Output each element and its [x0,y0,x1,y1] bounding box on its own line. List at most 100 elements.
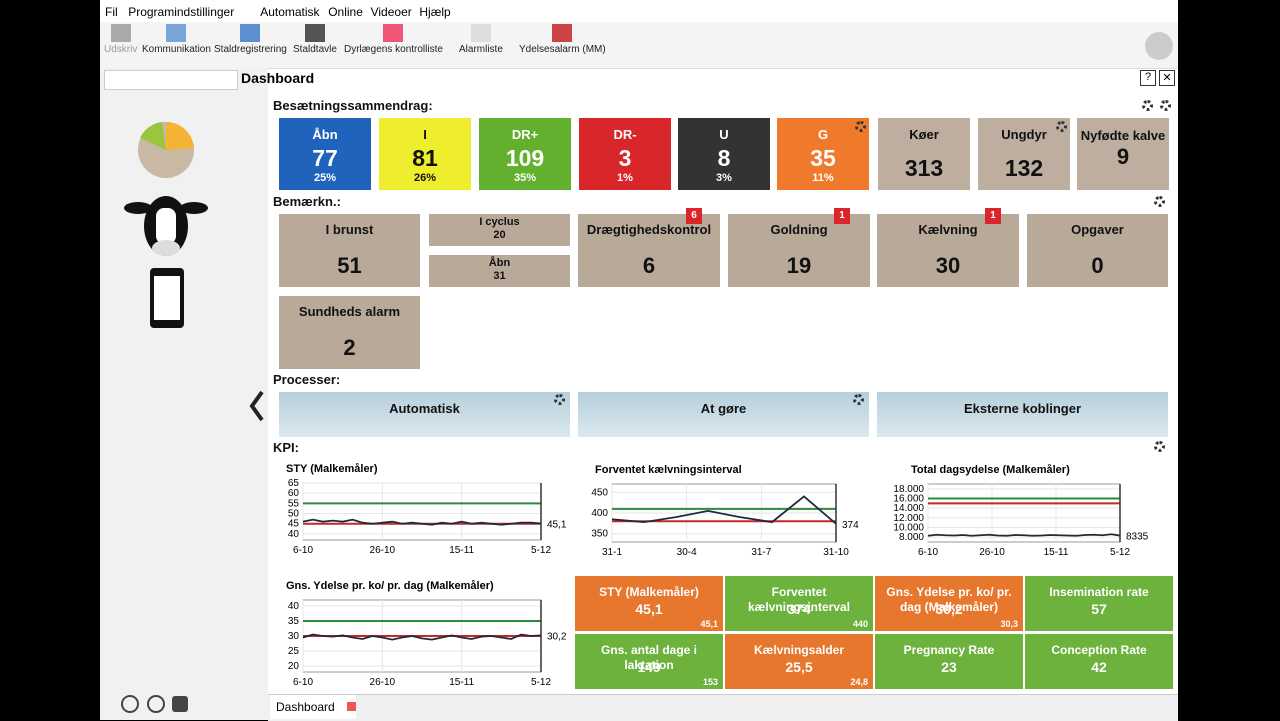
summary-tile[interactable]: Nyfødte kalve 9 [1077,118,1169,190]
tile-value: 8 [717,145,731,171]
plot-area [927,483,1121,543]
mail-icon[interactable] [1145,32,1173,60]
kpi-target: 153 [702,677,718,687]
sidebar [100,68,268,720]
menu-item[interactable]: Programindstillinger [128,5,235,19]
tile-percent: 35% [513,172,537,184]
summary-tile[interactable]: DR+ 109 35% [479,118,571,190]
kpi-tile[interactable]: STY (Malkemåler) 45,1 45,1 [575,576,723,631]
remark-tile[interactable]: Åbn 31 [429,255,570,287]
summary-tile[interactable]: DR- 3 1% [579,118,671,190]
kpi-tile[interactable]: Insemination rate 57 [1025,576,1173,631]
remark-tile[interactable]: Kælvning 30 1 [877,208,1019,287]
y-tick-label: 55 [288,498,300,509]
kpi-tile[interactable]: Gns. Ydelse pr. ko/ pr. dag (Malkemåler)… [875,576,1023,631]
x-tick-label: 31-10 [823,547,849,558]
x-tick-label: 30-4 [677,547,697,558]
summary-tile[interactable]: I 81 26% [379,118,471,190]
summary-tile[interactable]: Åbn 77 25% [279,118,371,190]
tile-value: 35 [810,145,836,171]
x-tick-label: 26-10 [370,545,396,556]
remark-tile[interactable]: I cyclus 20 [429,214,570,246]
settings-button[interactable] [1160,100,1171,111]
toolbar: Udskriv Kommunikation Staldregistrering Sta… [100,22,1178,69]
collapse-arrow[interactable] [248,388,268,424]
tile-label: DR+ [511,127,539,142]
tile-value: 20 [493,229,506,241]
menu-item[interactable]: Fil [105,5,118,19]
kpi-tile[interactable]: Forventet kælvningsinterval 374 440 [725,576,873,631]
summary-tile[interactable]: Ungdyr 132 [978,118,1070,190]
tile-label: Åbn [312,127,338,142]
process-tile[interactable]: Eksterne koblinger [877,392,1168,437]
x-tick-label: 15-11 [1044,547,1069,558]
toolbar-button[interactable]: Alarmliste [459,24,503,55]
tile-value: 81 [412,145,438,171]
close-button[interactable]: ✕ [1159,70,1175,86]
remark-tile[interactable]: Sundheds alarm 2 [279,296,420,369]
toolbar-button[interactable]: Dyrlægens kontrolliste [344,24,443,55]
toolbar-label: Staldtavle [293,44,337,55]
y-tick-label: 350 [591,529,608,540]
y-tick-label: 30 [288,631,300,642]
remark-tile[interactable]: Drægtighedskontrol 6 6 [578,208,720,287]
settings-button[interactable] [1056,121,1067,132]
section-title: Besætningssammendrag: [273,98,433,113]
kpi-tile[interactable]: Conception Rate 42 [1025,634,1173,689]
y-tick-label: 20 [288,661,300,672]
tile-label: U [719,127,729,142]
chart-title: Forventet kælvningsinterval [595,464,742,476]
tab-close[interactable] [346,702,356,711]
kpi-tile[interactable]: Kælvningsalder 25,5 24,8 [725,634,873,689]
process-tile[interactable]: Automatisk [279,392,570,437]
dashboard: STY (Malkemåler) 40 45 50 55 60 65 6-10 26-10 15-… [268,92,1178,692]
summary-tile[interactable]: G 35 11% [777,118,869,190]
kpi-tile[interactable]: Gns. antal dage i laktation 149 153 [575,634,723,689]
search-box[interactable] [104,70,238,90]
toolbar-button[interactable]: Udskriv [104,24,137,55]
help-button[interactable]: ? [1140,70,1156,86]
toolbar-button[interactable]: Ydelsesalarm (MM) [519,24,606,55]
y-tick-label: 60 [288,488,300,499]
series-line [302,518,542,526]
tile-label: Køer [909,127,939,142]
summary-tile[interactable]: Køer 313 [878,118,970,190]
toolbar-button[interactable]: Staldtavle [293,24,337,55]
settings-button[interactable] [1142,100,1153,111]
menu-item[interactable]: Videoer [370,5,412,19]
tile-value: 313 [904,155,944,181]
tile-value: 109 [505,145,545,171]
remark-tile[interactable]: Goldning 19 1 [728,208,870,287]
menu-item[interactable]: Hjælp [419,5,451,19]
summary-tile[interactable]: U 8 3% [678,118,770,190]
settings-button[interactable] [1154,196,1165,207]
tile-label: Nyfødte kalve [1080,128,1166,143]
settings-button[interactable] [1154,441,1165,452]
kpi-tile[interactable]: Pregnancy Rate 23 [875,634,1023,689]
tile-percent: 26% [413,172,437,184]
settings-button[interactable] [853,394,864,405]
contact-icons[interactable] [120,694,200,714]
page-title: Dashboard [241,70,315,86]
kpi-value: 45,1 [635,601,663,617]
menu-item[interactable]: Automatisk [260,5,320,19]
process-tile[interactable]: At gøre [578,392,869,437]
y-tick-label: 400 [591,508,608,519]
tile-label: Goldning [770,222,828,237]
toolbar-button[interactable]: Staldregistrering [214,24,287,55]
remark-tile[interactable]: Opgaver 0 [1027,214,1168,287]
menu-bar: Fil Programindstillinger Automatisk Online V… [100,0,1178,22]
tile-label: Åbn [488,257,511,269]
kpi-label: STY (Malkemåler) [599,585,699,599]
remark-tile[interactable]: I brunst 51 [279,214,420,287]
toolbar-button[interactable]: Kommunikation [142,24,211,55]
tile-percent: 3% [716,172,732,184]
settings-button[interactable] [554,394,565,405]
tab-label: Dashboard [276,700,335,714]
series-line [611,495,837,525]
tab[interactable]: Dashboard [270,695,356,719]
settings-button[interactable] [855,121,866,132]
menu-item[interactable]: Online [328,5,363,19]
y-tick-label: 35 [288,616,300,627]
